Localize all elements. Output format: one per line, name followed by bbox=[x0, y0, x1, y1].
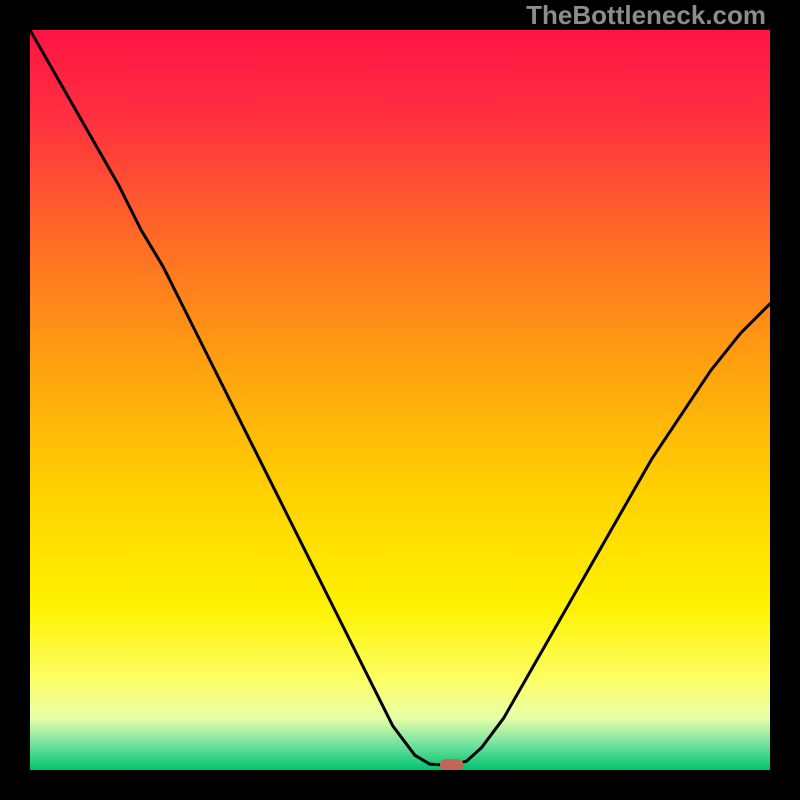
gradient-background bbox=[30, 30, 770, 770]
chart-svg bbox=[30, 30, 770, 770]
chart-frame: TheBottleneck.com bbox=[0, 0, 800, 800]
optimal-marker bbox=[440, 759, 464, 770]
plot-area bbox=[30, 30, 770, 770]
watermark-text: TheBottleneck.com bbox=[526, 0, 766, 31]
